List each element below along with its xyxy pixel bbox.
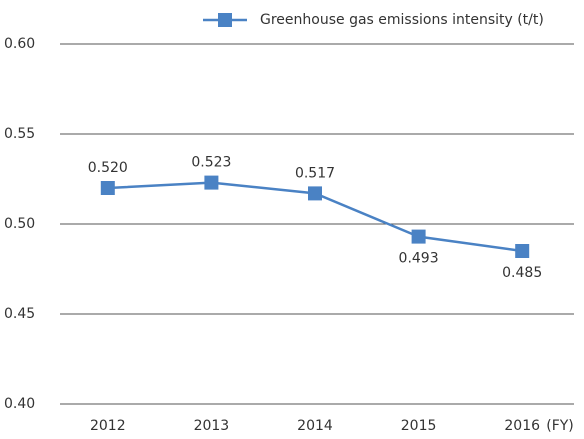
x-axis-label: (FY) — [546, 418, 574, 434]
y-tick-label: 0.60 — [4, 36, 35, 52]
x-tick-label: 2015 — [401, 418, 437, 434]
marker — [515, 244, 530, 258]
data-label: 0.485 — [502, 265, 542, 281]
marker — [411, 229, 426, 244]
y-tick-label: 0.40 — [4, 396, 35, 412]
marker — [308, 186, 322, 201]
y-tick-label: 0.50 — [4, 216, 35, 232]
data-label: 0.523 — [191, 155, 231, 171]
y-tick-label: 0.55 — [4, 126, 35, 142]
data-label: 0.493 — [399, 251, 439, 267]
x-tick-label: 2014 — [297, 418, 333, 434]
x-tick-label: 2013 — [194, 418, 230, 434]
data-label: 0.517 — [295, 165, 335, 181]
y-tick-label: 0.45 — [4, 306, 35, 322]
x-tick-label: 2012 — [90, 418, 126, 434]
marker — [100, 181, 115, 195]
legend-marker — [218, 13, 232, 27]
marker — [204, 175, 219, 190]
legend-label: Greenhouse gas emissions intensity (t/t) — [260, 12, 544, 28]
x-tick-label: 2016 — [504, 418, 540, 434]
data-label: 0.520 — [88, 160, 128, 176]
